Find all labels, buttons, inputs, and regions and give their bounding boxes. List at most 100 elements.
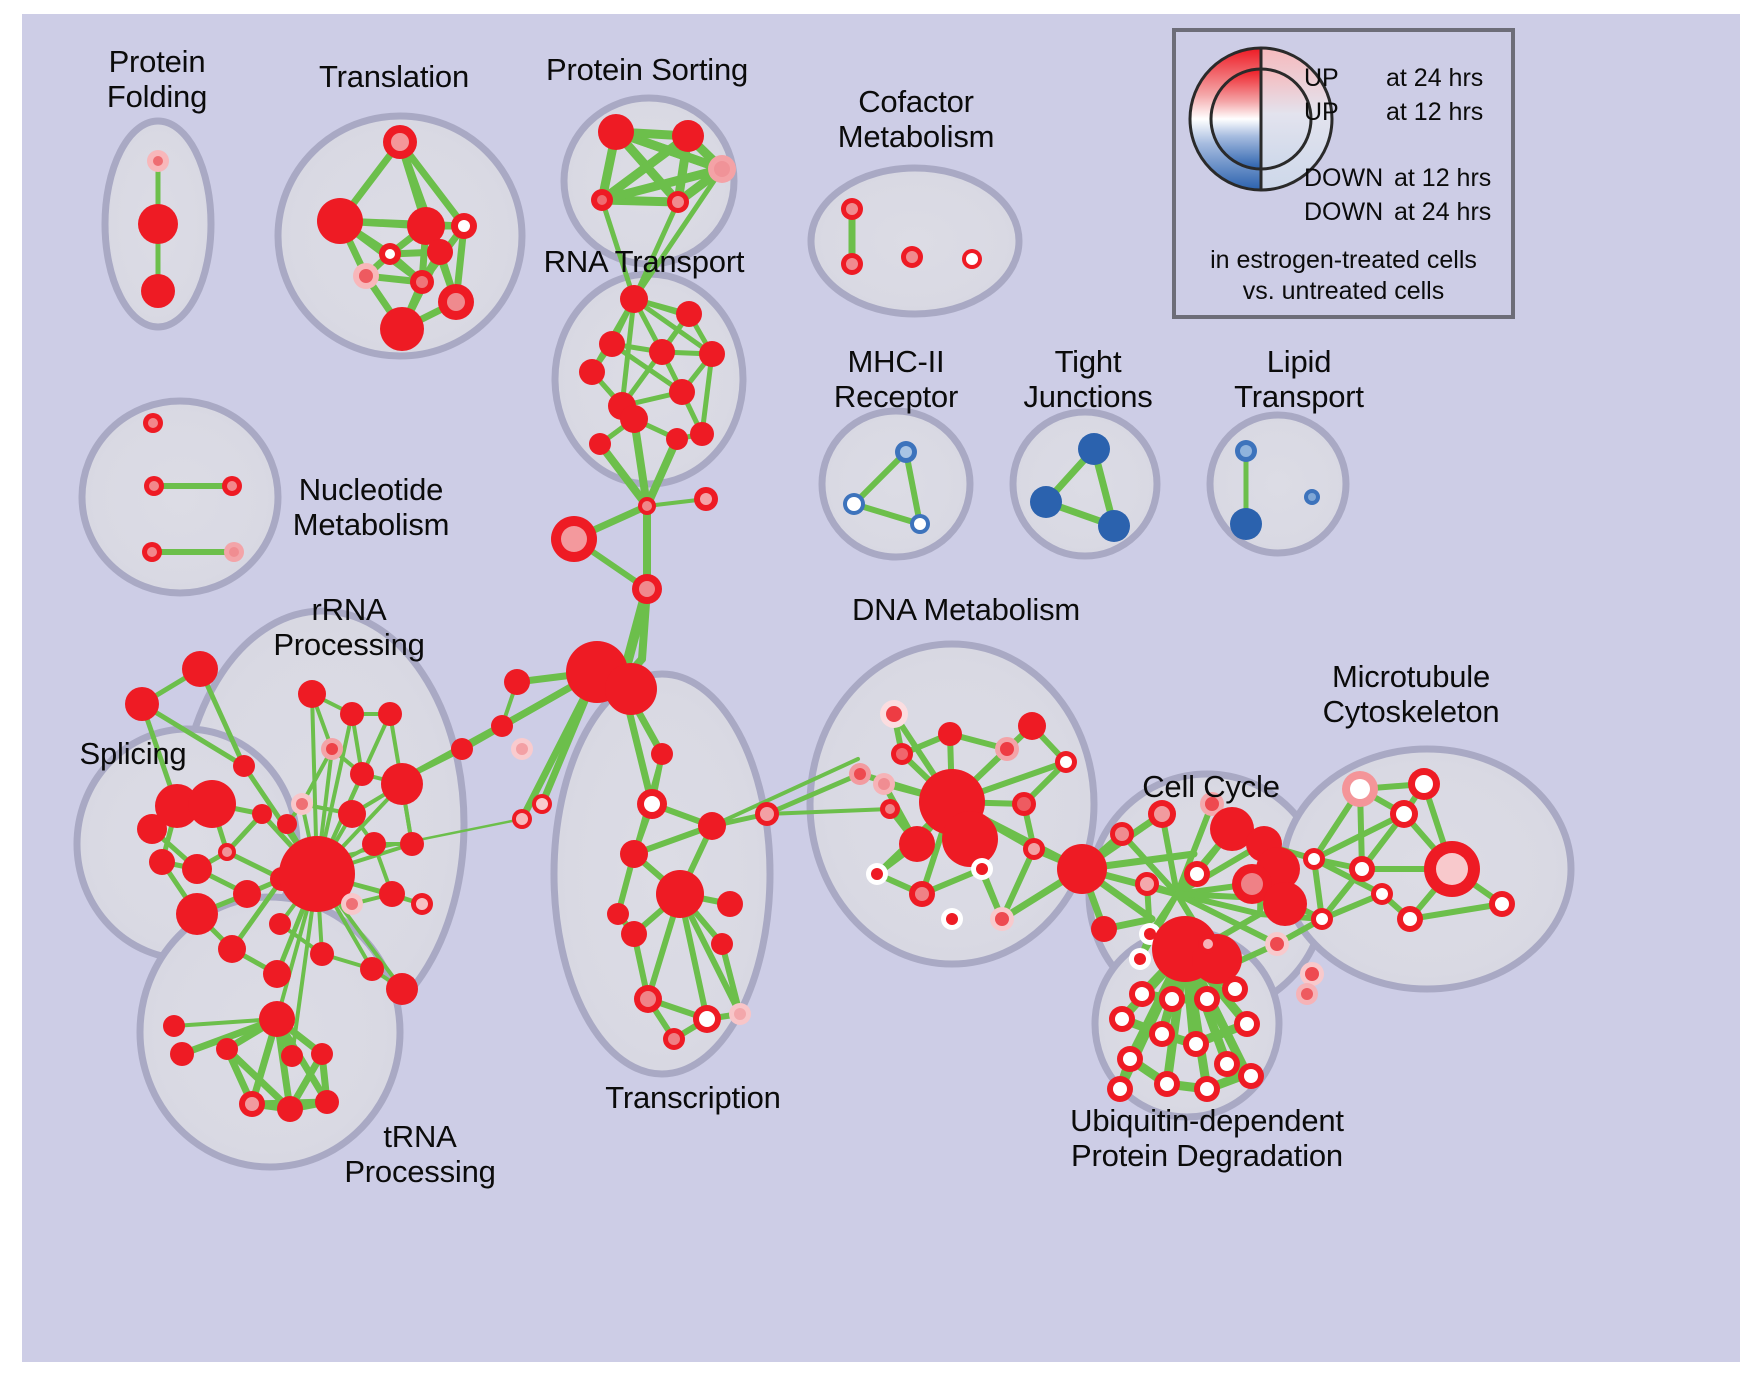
- node: [849, 763, 871, 785]
- node: [693, 1005, 721, 1033]
- node: [155, 784, 199, 828]
- node: [755, 802, 779, 826]
- label-lipid-transport: Lipid Transport: [1234, 344, 1364, 414]
- label-splicing: Splicing: [79, 736, 187, 771]
- node: [381, 763, 423, 805]
- node: [866, 863, 888, 885]
- label-mhc-ii-receptor: MHC-II Receptor: [833, 344, 959, 414]
- legend-key-icon: [1188, 46, 1334, 192]
- node: [298, 680, 326, 708]
- node: [1222, 976, 1248, 1002]
- node: [317, 198, 363, 244]
- legend-caption-line1: in estrogen-treated cells: [1210, 246, 1477, 274]
- node: [971, 858, 993, 880]
- node: [880, 700, 908, 728]
- network-nodes: [125, 114, 1515, 1122]
- node: [607, 903, 629, 925]
- node: [638, 497, 656, 515]
- node: [690, 422, 714, 446]
- node: [1012, 792, 1036, 816]
- node: [386, 973, 418, 1005]
- node: [729, 1003, 751, 1025]
- node: [1135, 872, 1159, 896]
- node: [340, 702, 364, 726]
- node: [1023, 838, 1045, 860]
- legend-caption-line2: vs. untreated cells: [1242, 277, 1445, 305]
- label-ubiquitin-degradation: Ubiquitin-dependent Protein Degradation: [1070, 1103, 1344, 1173]
- node: [1214, 1051, 1240, 1077]
- node: [909, 881, 935, 907]
- node: [621, 921, 647, 947]
- network-canvas: Protein Folding Translation Protein Sort…: [22, 14, 1740, 1362]
- node: [1265, 932, 1289, 956]
- node: [591, 189, 613, 211]
- node: [1304, 489, 1320, 505]
- node: [880, 799, 900, 819]
- node: [1149, 1021, 1175, 1047]
- label-cell-cycle: Cell Cycle: [1142, 769, 1280, 804]
- blob-tight-junctions: [1009, 408, 1161, 560]
- node: [1424, 841, 1480, 897]
- label-nucleotide-metabolism: Nucleotide Metabolism: [292, 472, 450, 542]
- node: [407, 207, 445, 245]
- node: [1489, 891, 1515, 917]
- node: [891, 743, 913, 765]
- legend-time-down-12: at 12 hrs: [1394, 164, 1492, 192]
- node: [711, 933, 733, 955]
- node: [233, 755, 255, 777]
- node: [1342, 771, 1378, 807]
- node: [311, 1043, 333, 1065]
- node: [1078, 433, 1110, 465]
- node: [1159, 986, 1185, 1012]
- node: [379, 881, 405, 907]
- node: [873, 773, 895, 795]
- node: [378, 702, 402, 726]
- node: [138, 204, 178, 244]
- node: [277, 1096, 303, 1122]
- node: [1200, 792, 1224, 816]
- network-graph: [73, 94, 1575, 1171]
- node: [451, 213, 477, 239]
- node: [143, 413, 163, 433]
- node: [841, 198, 863, 220]
- node: [1091, 916, 1117, 942]
- node: [1232, 864, 1272, 904]
- node: [699, 341, 725, 367]
- node: [438, 284, 474, 320]
- node: [233, 880, 261, 908]
- node: [1107, 1076, 1133, 1102]
- node: [218, 843, 236, 861]
- node: [163, 1015, 185, 1037]
- node: [144, 476, 164, 496]
- legend-time-up-12: at 12 hrs: [1386, 98, 1484, 126]
- node: [620, 840, 648, 868]
- label-protein-sorting: Protein Sorting: [545, 52, 749, 87]
- node: [259, 1001, 295, 1037]
- blob-mhc: [818, 407, 974, 561]
- node: [400, 832, 424, 856]
- node: [1263, 882, 1307, 926]
- node: [899, 826, 935, 862]
- node: [1303, 848, 1325, 870]
- label-transcription: Transcription: [605, 1080, 781, 1115]
- label-microtubule-cytoskeleton: Microtubule Cytoskeleton: [1322, 659, 1500, 729]
- label-cofactor-metabolism: Cofactor Metabolism: [837, 84, 995, 154]
- node: [1234, 1011, 1260, 1037]
- node: [843, 493, 865, 515]
- node: [1296, 983, 1318, 1005]
- node: [589, 433, 611, 455]
- node: [216, 1038, 238, 1060]
- label-tight-junctions: Tight Junctions: [1023, 344, 1153, 414]
- node: [1210, 807, 1254, 851]
- legend-state-down-24: DOWN: [1304, 198, 1384, 226]
- node: [1109, 1006, 1135, 1032]
- node: [995, 737, 1019, 761]
- node: [383, 125, 417, 159]
- node: [1129, 981, 1155, 1007]
- node: [224, 542, 244, 562]
- node: [142, 542, 162, 562]
- node: [1198, 934, 1218, 954]
- node: [1030, 486, 1062, 518]
- node: [637, 789, 667, 819]
- node: [125, 687, 159, 721]
